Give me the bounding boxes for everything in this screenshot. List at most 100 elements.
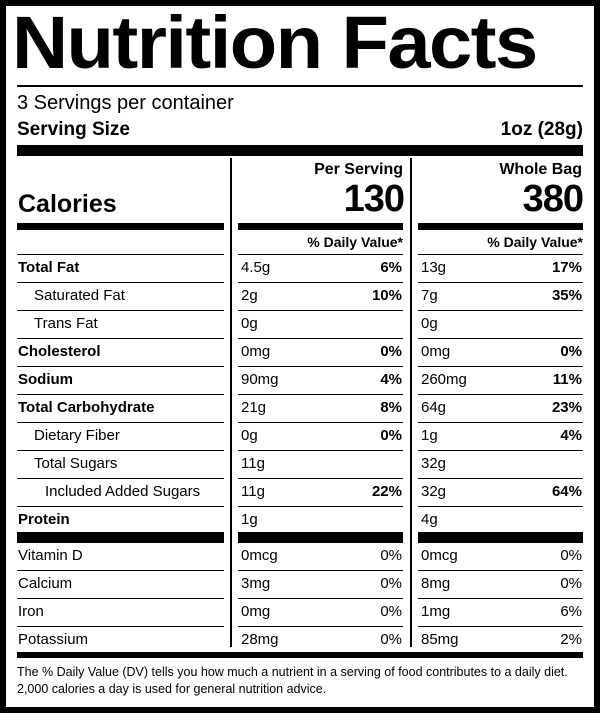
nutrient-name: Protein — [18, 511, 70, 528]
serving-daily-value: 0% — [380, 575, 402, 592]
serving-amount: 3mg — [241, 575, 271, 592]
nutrient-name: Dietary Fiber — [34, 427, 120, 444]
serving-amount: 11g — [241, 455, 265, 472]
bag-daily-value: 4% — [560, 427, 582, 444]
row-divider — [238, 626, 403, 627]
serving-daily-value: 10% — [371, 287, 402, 304]
calories-label: Calories — [18, 190, 117, 218]
serving-daily-value: 0% — [380, 547, 402, 564]
row-divider — [238, 282, 403, 283]
row-divider — [238, 570, 403, 571]
per-serving-calories: 130 — [343, 178, 405, 220]
row-divider — [418, 626, 583, 627]
row-divider — [238, 450, 403, 451]
footnote: The % Daily Value (DV) tells you how muc… — [17, 665, 568, 696]
row-divider — [418, 338, 583, 339]
row-divider — [418, 598, 583, 599]
row-divider — [418, 366, 583, 367]
row-divider — [418, 310, 583, 311]
dv-header-divider — [418, 254, 583, 255]
bag-amount: 85mg — [421, 631, 459, 648]
row-divider — [238, 366, 403, 367]
serving-amount: 0mg — [241, 343, 271, 360]
bag-amount: 0g — [421, 315, 438, 332]
bag-daily-value: 35% — [551, 287, 582, 304]
bag-daily-value: 17% — [551, 259, 582, 276]
serving-amount: 11g — [241, 483, 265, 500]
row-divider — [418, 450, 583, 451]
whole-bag-calories: 380 — [522, 178, 584, 220]
row-divider — [17, 506, 224, 507]
nutrient-name: Iron — [18, 603, 44, 620]
nutrient-name: Trans Fat — [34, 315, 98, 332]
row-divider — [418, 506, 583, 507]
serving-size-value: 1oz (28g) — [500, 119, 583, 140]
calories-rule-label — [17, 223, 224, 230]
row-divider — [418, 422, 583, 423]
bag-amount: 64g — [421, 399, 447, 416]
serving-daily-value: 0% — [380, 631, 402, 648]
bag-daily-value: 2% — [560, 631, 582, 648]
bag-amount: 8mg — [421, 575, 451, 592]
bag-daily-value: 0% — [560, 343, 582, 360]
nutrient-name: Included Added Sugars — [45, 483, 201, 500]
row-divider — [17, 394, 224, 395]
per-serving-header: Per Serving — [314, 161, 403, 178]
row-divider — [17, 478, 224, 479]
serving-amount: 0g — [241, 427, 258, 444]
dv-header-divider — [17, 254, 224, 255]
nutrient-name: Total Sugars — [34, 455, 118, 472]
serving-daily-value: 6% — [380, 259, 402, 276]
row-divider — [17, 338, 224, 339]
daily-value-header-serving: % Daily Value* — [307, 234, 403, 250]
calories-rule-bag — [418, 223, 583, 230]
row-divider — [17, 310, 224, 311]
row-divider — [17, 422, 224, 423]
row-divider — [238, 598, 403, 599]
title-rule — [17, 85, 583, 87]
nutrient-name: Total Carbohydrate — [18, 399, 155, 416]
bag-amount: 4g — [421, 511, 438, 528]
nutrient-name: Potassium — [18, 631, 89, 648]
bag-amount: 0mcg — [421, 547, 458, 564]
serving-thick-rule — [17, 145, 583, 156]
footnote-rule — [17, 652, 583, 658]
serving-amount: 90mg — [241, 371, 279, 388]
bag-amount: 260mg — [421, 371, 467, 388]
daily-value-header-bag: % Daily Value* — [487, 234, 583, 250]
bag-amount: 0mg — [421, 343, 451, 360]
serving-amount: 4.5g — [241, 259, 271, 276]
row-divider — [17, 366, 224, 367]
dv-header-divider — [238, 254, 403, 255]
row-divider — [238, 422, 403, 423]
bag-amount: 32g — [421, 483, 447, 500]
serving-amount: 0g — [241, 315, 258, 332]
nutrient-name: Calcium — [18, 575, 73, 592]
row-divider — [17, 282, 224, 283]
serving-daily-value: 0% — [380, 343, 402, 360]
whole-bag-header: Whole Bag — [499, 161, 582, 178]
serving-amount: 28mg — [241, 631, 279, 648]
serving-amount: 0mg — [241, 603, 271, 620]
serving-amount: 1g — [241, 511, 258, 528]
row-divider — [17, 626, 224, 627]
serving-daily-value: 0% — [380, 603, 402, 620]
nutrient-name: Total Fat — [18, 259, 80, 276]
serving-daily-value: 22% — [371, 483, 402, 500]
row-divider — [238, 506, 403, 507]
bag-daily-value: 23% — [551, 399, 582, 416]
calories-rule-serving — [238, 223, 403, 230]
bag-amount: 1g — [421, 427, 438, 444]
row-divider — [17, 450, 224, 451]
serving-daily-value: 4% — [380, 371, 402, 388]
serving-amount: 0mcg — [241, 547, 278, 564]
bag-amount: 1mg — [421, 603, 451, 620]
bag-daily-value: 64% — [551, 483, 582, 500]
row-divider — [418, 478, 583, 479]
row-divider — [418, 282, 583, 283]
serving-daily-value: 8% — [380, 399, 402, 416]
row-divider — [17, 598, 224, 599]
column-divider-left — [230, 158, 232, 647]
nutrient-name: Sodium — [18, 371, 73, 388]
